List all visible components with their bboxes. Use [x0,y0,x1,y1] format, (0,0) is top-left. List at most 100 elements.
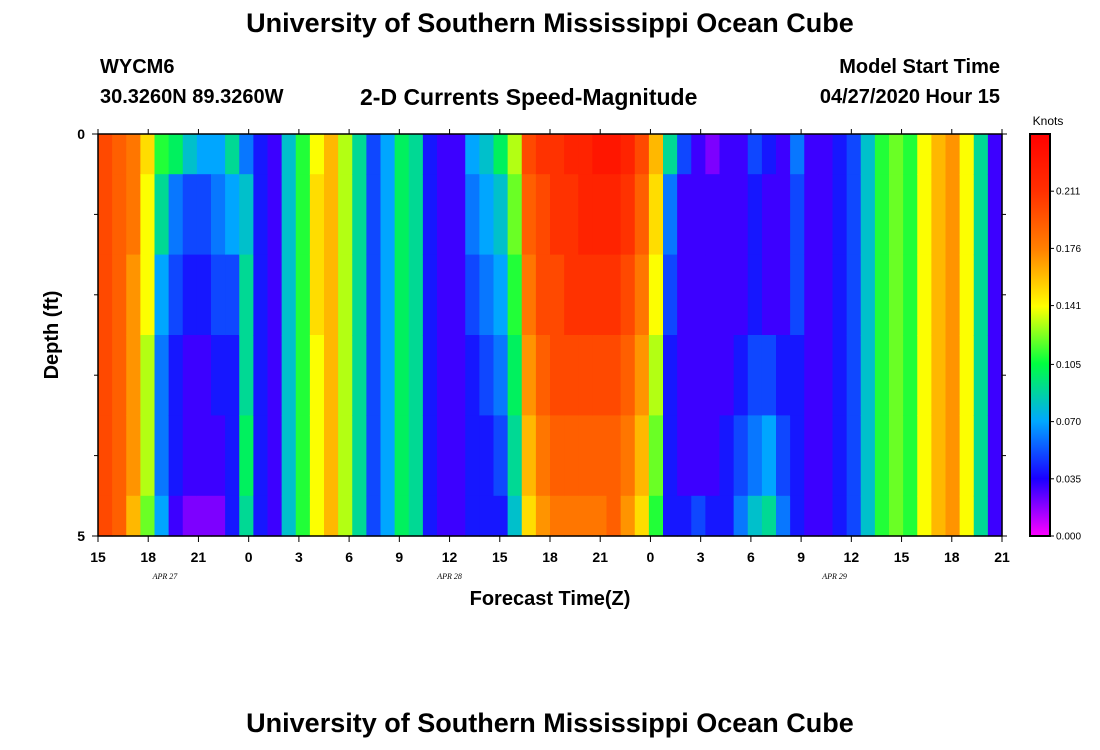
heatmap-cell [239,415,254,497]
heatmap-cell [182,134,198,175]
heatmap-cell [211,335,226,416]
x-tick-label: 18 [944,549,960,565]
heatmap-cell [987,134,1003,175]
heatmap-cell [394,335,410,416]
heatmap-cell [267,415,283,497]
x-tick-label: 21 [994,549,1010,565]
heatmap-cell [606,254,622,336]
heatmap-cell [225,174,240,256]
heatmap-cell [832,495,848,537]
heatmap-cell [352,134,367,175]
heatmap-cell [182,174,198,256]
heatmap-cell [380,254,396,336]
colorbar: Knots 0.211 0.176 0.141 0.105 0.070 0.035 0.00… [1029,114,1081,543]
heatmap-cell [267,134,283,175]
heatmap-cell [550,134,565,175]
heatmap-cell [818,415,834,497]
heatmap-cell [112,174,127,256]
heatmap-cell [917,495,932,537]
heatmap-cell [620,495,636,537]
heatmap-cell [903,335,918,416]
heatmap-cell [168,254,184,336]
heatmap-cell [168,495,184,537]
heatmap-cell [620,254,636,336]
colorbar-gradient [1029,133,1051,537]
heatmap-cell [747,335,763,416]
heatmap-cell [479,335,495,416]
heatmap-cell [903,134,918,175]
heatmap-cell [874,495,890,537]
heatmap-cell [140,134,156,175]
heatmap-cell [112,495,127,537]
heatmap-cell [818,254,834,336]
heatmap-cell [295,495,311,537]
heatmap-cell [253,134,269,175]
heatmap-cell [422,495,438,537]
heatmap-cell [521,335,537,416]
x-tick-label: 15 [492,549,508,565]
heatmap-cell [338,174,353,256]
heatmap-cell [663,254,678,336]
heatmap-cell [761,134,777,175]
heatmap-cell [309,134,325,175]
heatmap-cell [239,254,254,336]
heatmap-cell [493,254,509,336]
heatmap-cell [168,335,184,416]
heatmap-cell [451,495,466,537]
heatmap-cell [761,495,777,537]
heatmap-cell [846,495,862,537]
heatmap-cell [987,254,1003,336]
x-tick-label: 12 [442,549,458,565]
heatmap-cell [776,335,791,416]
heatmap-cell [959,415,975,497]
x-tick-label: 6 [747,549,755,565]
heatmap-cell [309,415,325,497]
heatmap-cell [719,134,735,175]
heatmap-cell [408,495,424,537]
heatmap-cell [761,415,777,497]
heatmap-cell [663,134,678,175]
heatmap-cell [437,134,452,175]
heatmap-cell [860,495,876,537]
heatmap-cell [903,174,918,256]
heatmap-cell [451,415,466,497]
heatmap-cell [196,174,212,256]
heatmap-cell [648,415,664,497]
heatmap-cell [366,174,382,256]
heatmap-cell [874,415,890,497]
heatmap-cell [790,495,805,537]
heatmap-cell [790,134,805,175]
heatmap-cell [338,335,353,416]
heatmap-cell [931,335,947,416]
heatmap-cell [860,174,876,256]
heatmap-cell [804,134,819,175]
heatmap-cell [507,254,523,336]
heatmap-cell [211,174,226,256]
heatmap-cell [380,335,396,416]
heatmap-cell [126,495,141,537]
heatmap-cell [620,134,636,175]
model-start-label: Model Start Time [839,56,1000,78]
heatmap-cell [168,415,184,497]
heatmap-cell [889,495,904,537]
heatmap-cell [818,134,834,175]
heatmap-cell [860,335,876,416]
x-tick-label: 3 [295,549,303,565]
x-tick-label: 6 [345,549,353,565]
heatmap-cell [196,415,212,497]
heatmap-cell [691,134,706,175]
heatmap-cell [380,134,396,175]
heatmap-cell [422,254,438,336]
heatmap-cell [761,254,777,336]
heatmap-cell [818,495,834,537]
heatmap-cell [903,495,918,537]
heatmap-cell [211,415,226,497]
heatmap-cell [634,254,650,336]
heatmap-cell [973,174,989,256]
date-labels: APR 27 APR 28 APR 29 [152,572,847,581]
heatmap-cell [889,134,904,175]
x-tick-label: 21 [191,549,207,565]
heatmap-cell [98,495,113,537]
heatmap-cell [578,415,593,497]
x-tick-label: 15 [894,549,910,565]
